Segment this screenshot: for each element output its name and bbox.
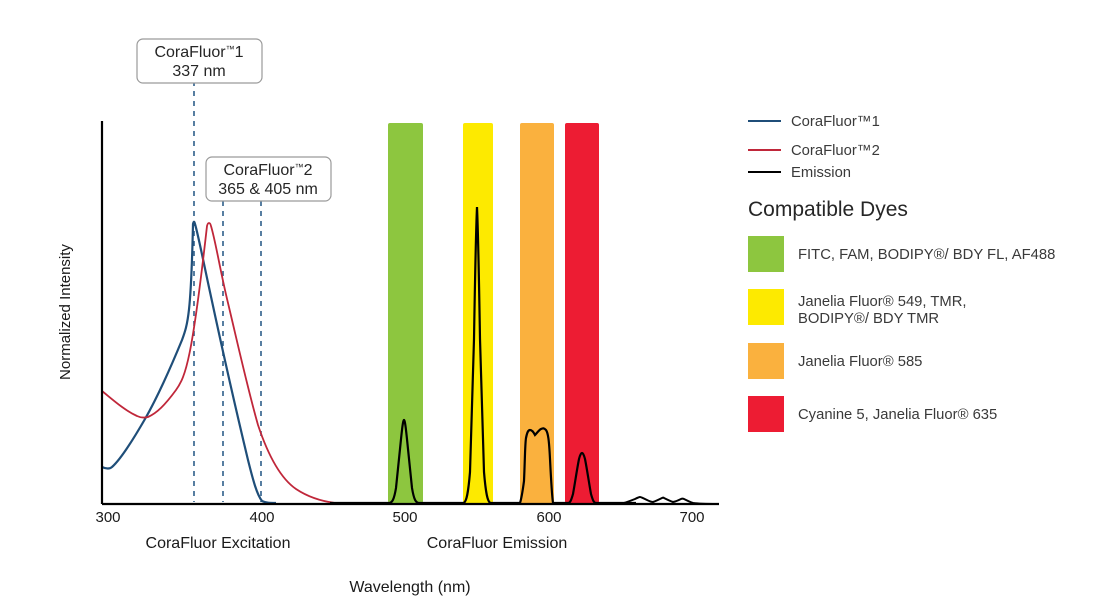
svg-text:365 & 405 nm: 365 & 405 nm bbox=[218, 181, 318, 198]
svg-text:Janelia Fluor® 549, TMR,: Janelia Fluor® 549, TMR, bbox=[798, 294, 967, 310]
svg-text:300: 300 bbox=[95, 509, 120, 526]
svg-text:Compatible Dyes: Compatible Dyes bbox=[748, 198, 908, 221]
svg-text:FITC, FAM, BODIPY®/ BDY FL, AF: FITC, FAM, BODIPY®/ BDY FL, AF488 bbox=[798, 247, 1055, 263]
svg-text:Wavelength (nm): Wavelength (nm) bbox=[349, 579, 470, 596]
svg-text:CoraFluor Excitation: CoraFluor Excitation bbox=[146, 535, 291, 552]
svg-text:CoraFluor™2: CoraFluor™2 bbox=[791, 143, 880, 159]
svg-text:BODIPY®/ BDY TMR: BODIPY®/ BDY TMR bbox=[798, 311, 939, 327]
svg-text:Cyanine 5, Janelia Fluor® 635: Cyanine 5, Janelia Fluor® 635 bbox=[798, 407, 997, 423]
svg-text:Janelia Fluor® 585: Janelia Fluor® 585 bbox=[798, 354, 922, 370]
svg-text:CoraFluor Emission: CoraFluor Emission bbox=[427, 535, 567, 552]
svg-text:337 nm: 337 nm bbox=[172, 63, 225, 80]
svg-text:600: 600 bbox=[536, 509, 561, 526]
svg-text:Emission: Emission bbox=[791, 165, 851, 181]
svg-text:400: 400 bbox=[249, 509, 274, 526]
svg-text:500: 500 bbox=[392, 509, 417, 526]
svg-text:700: 700 bbox=[679, 509, 704, 526]
svg-text:CoraFluor™1: CoraFluor™1 bbox=[791, 114, 880, 130]
svg-text:Normalized Intensity: Normalized Intensity bbox=[57, 244, 74, 380]
